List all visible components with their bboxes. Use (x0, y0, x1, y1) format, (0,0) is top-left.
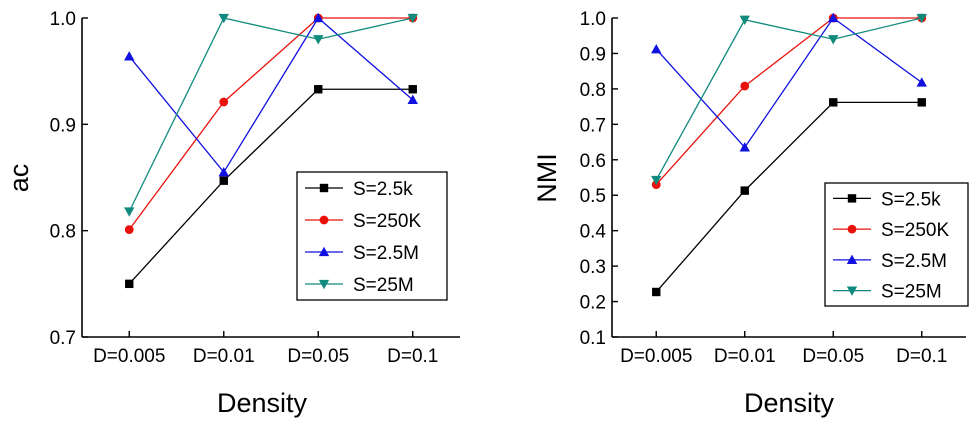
x-tick-label: D=0.01 (714, 346, 776, 367)
y-tick-label: 0.3 (580, 257, 606, 278)
legend-marker (846, 286, 858, 296)
y-tick-label: 0.5 (580, 186, 606, 207)
data-point (313, 35, 324, 45)
data-point (651, 175, 662, 186)
legend: S=2.5k S=250K S=2.5M S=25M (824, 182, 969, 307)
y-tick-label: 1.0 (50, 9, 76, 30)
x-tick-label: D=0.1 (387, 346, 438, 367)
y-tick-label: 1.0 (580, 9, 606, 30)
y-tick-label: 0.7 (580, 115, 606, 136)
data-point (917, 98, 926, 107)
legend-label: S=2.5M (881, 251, 947, 272)
legend-box (824, 182, 969, 307)
y-tick-label: 0.1 (580, 328, 606, 349)
data-point (124, 51, 135, 61)
legend-label: S=2.5M (353, 243, 419, 264)
data-point (651, 43, 662, 54)
legend-marker (319, 183, 329, 193)
y-tick-label: 0.8 (580, 80, 606, 101)
legend-label: S=2.5k (881, 189, 941, 210)
y-axis-title: ac (4, 164, 34, 193)
legend-label: S=250K (353, 211, 421, 232)
series-line (128, 88, 413, 285)
legend-marker (318, 279, 330, 290)
data-point (740, 81, 750, 91)
y-tick-label: 0.4 (580, 222, 607, 243)
series-line (128, 17, 414, 174)
data-point (218, 13, 229, 24)
y-tick-label: 0.9 (50, 115, 76, 136)
data-point (219, 176, 228, 185)
legend-label: S=25M (881, 282, 942, 303)
x-axis-title: Density (744, 388, 835, 418)
y-tick-label: 0.9 (580, 44, 606, 65)
data-point (219, 97, 229, 107)
series-line (655, 17, 922, 186)
series-line (655, 17, 922, 181)
legend-box (296, 171, 448, 301)
data-point (652, 287, 661, 297)
data-point (829, 98, 838, 107)
x-tick-label: D=0.05 (802, 346, 864, 367)
data-point (828, 35, 839, 45)
data-point (407, 13, 418, 24)
legend-marker (847, 224, 857, 234)
legend-marker (846, 254, 858, 265)
data-point (218, 166, 229, 177)
legend-label: S=2.5k (353, 179, 413, 200)
series-line (128, 17, 413, 230)
data-point (739, 15, 750, 25)
data-point (407, 94, 418, 105)
data-point (408, 85, 417, 94)
data-point (739, 142, 750, 152)
legend: S=2.5k S=250K S=2.5M S=25M (296, 171, 448, 301)
data-point (124, 225, 134, 235)
y-tick-label: 0.6 (580, 151, 606, 172)
data-point (916, 77, 927, 87)
data-point (916, 13, 927, 24)
data-point (740, 186, 749, 195)
x-axis-title: Density (217, 388, 308, 418)
legend-label: S=25M (353, 275, 414, 296)
x-tick-label: D=0.01 (193, 346, 255, 367)
legend-marker (847, 194, 857, 203)
series-line (655, 17, 923, 149)
data-point (828, 12, 839, 23)
x-tick-label: D=0.005 (620, 346, 692, 367)
data-point (313, 12, 324, 23)
legend-marker (319, 215, 329, 225)
series-line (128, 17, 413, 212)
legend-label: S=250K (881, 220, 949, 241)
legend-marker (318, 246, 330, 257)
series-line (655, 101, 922, 293)
x-tick-label: D=0.05 (287, 346, 349, 367)
x-tick-label: D=0.1 (896, 346, 947, 367)
data-point (125, 279, 134, 289)
chart-panel-1: 0.7 0.8 0.9 1.0 D=0.005 D=0.01 D=0.05 D=0.1 Dens… (4, 9, 460, 418)
chart-panel-2: 0.1 0.2 0.3 0.4 0.5 0.6 0.7 0.8 0.9 1.0 D=0.005 D=0… (532, 9, 969, 418)
y-tick-label: 0.2 (580, 293, 606, 314)
data-point (124, 207, 135, 217)
y-axis-title: NMI (532, 153, 562, 203)
y-tick-label: 0.8 (50, 222, 76, 243)
y-tick-label: 0.7 (50, 328, 76, 349)
data-point (314, 85, 323, 94)
x-tick-label: D=0.005 (93, 346, 165, 367)
